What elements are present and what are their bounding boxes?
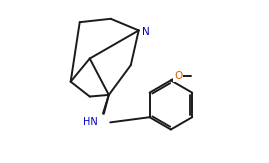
Text: HN: HN: [83, 117, 98, 127]
Text: N: N: [141, 27, 149, 37]
Text: O: O: [174, 71, 182, 81]
